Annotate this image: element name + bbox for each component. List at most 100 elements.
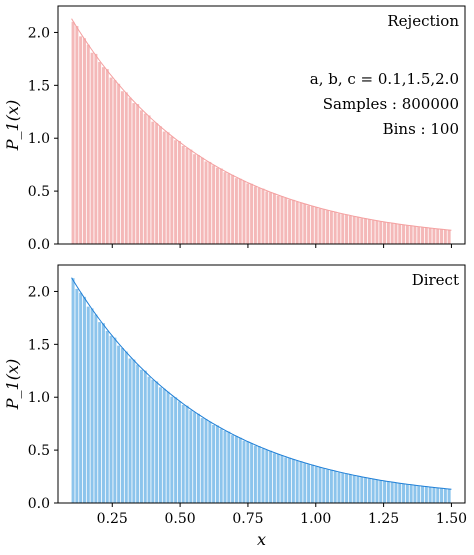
histogram-bar — [181, 404, 185, 503]
rejection-panel-label: Rejection — [387, 12, 459, 30]
histogram-bar — [158, 126, 162, 244]
histogram-bar — [162, 131, 166, 244]
histogram-bar — [329, 211, 333, 244]
histogram-bar — [166, 132, 170, 244]
histogram-bar — [394, 482, 398, 503]
histogram-bar — [79, 292, 83, 503]
histogram-bar — [272, 193, 276, 244]
y-tick-label: 0.0 — [28, 237, 50, 253]
histogram-bar — [303, 203, 307, 244]
histogram-bar — [219, 168, 223, 244]
histogram-bar — [174, 140, 178, 244]
x-tick-label: 0.50 — [165, 511, 196, 527]
histogram-bar — [212, 424, 216, 503]
rejection-y-ticks: 0.0 0.5 1.0 1.5 2.0 — [28, 25, 58, 253]
histogram-bar — [386, 222, 390, 244]
direct-y-axis-label: P_1(x) — [3, 359, 22, 410]
direct-density-curve — [71, 277, 452, 490]
histogram-bar — [200, 418, 204, 503]
histogram-bar — [329, 469, 333, 503]
histogram-bar — [120, 348, 124, 503]
rejection-histogram-bars — [71, 21, 451, 245]
histogram-bar — [177, 141, 181, 244]
histogram-bar — [109, 77, 113, 244]
y-tick-label: 1.5 — [28, 78, 50, 94]
histogram-bar — [269, 450, 273, 503]
histogram-bar — [424, 227, 428, 244]
histogram-bar — [219, 428, 223, 503]
histogram-bar — [82, 296, 86, 503]
histogram-bar — [117, 345, 121, 503]
histogram-bar — [364, 477, 368, 503]
histogram-bar — [75, 25, 79, 244]
histogram-bar — [280, 455, 284, 503]
histogram-bar — [166, 391, 170, 503]
histogram-bar — [181, 145, 185, 244]
direct-panel-label: Direct — [412, 271, 459, 289]
histogram-bar — [193, 154, 197, 244]
histogram-bar — [269, 192, 273, 244]
histogram-bar — [390, 482, 394, 503]
x-tick-label: 0.75 — [232, 511, 263, 527]
histogram-bar — [284, 457, 288, 503]
histogram-bar — [409, 484, 413, 503]
histogram-bar — [276, 195, 280, 244]
histogram-bar — [250, 183, 254, 244]
histogram-bar — [132, 359, 136, 503]
direct-x-ticks: 0.25 0.50 0.75 1.00 1.25 1.50 — [97, 503, 467, 527]
histogram-bar — [86, 306, 90, 503]
histogram-bar — [215, 425, 219, 503]
histogram-bar — [204, 161, 208, 244]
histogram-bar — [246, 441, 250, 503]
histogram-bar — [379, 221, 383, 244]
histogram-bar — [356, 217, 360, 244]
histogram-bar — [189, 410, 193, 503]
histogram-bar — [398, 483, 402, 503]
histogram-bar — [128, 97, 132, 244]
histogram-bar — [204, 418, 208, 503]
histogram-bar — [170, 136, 174, 244]
histogram-bar — [101, 67, 105, 244]
histogram-bar — [86, 44, 90, 245]
histogram-bar — [189, 149, 193, 244]
histogram-bar — [375, 220, 379, 244]
histogram-bar — [208, 421, 212, 503]
rejection-axes-frame — [57, 5, 466, 245]
histogram-bar — [170, 396, 174, 503]
y-tick-label: 0.0 — [28, 496, 50, 512]
histogram-bar — [447, 489, 451, 503]
histogram-bar — [307, 205, 311, 244]
histogram-bar — [253, 186, 257, 244]
histogram-bar — [314, 466, 318, 503]
y-tick-label: 1.0 — [28, 131, 50, 147]
histogram-bar — [94, 314, 98, 503]
histogram-bar — [390, 223, 394, 244]
histogram-bar — [215, 167, 219, 244]
histogram-bar — [333, 471, 337, 503]
histogram-bar — [90, 308, 94, 503]
histogram-bar — [242, 440, 246, 503]
histogram-bar — [151, 379, 155, 503]
histogram-bar — [295, 460, 299, 503]
direct-panel: 0.25 0.50 0.75 1.00 1.25 1.50 0.0 0.5 1.0 1.5 2.0… — [3, 264, 467, 549]
y-tick-label: 0.5 — [28, 184, 50, 200]
histogram-bar — [143, 113, 147, 244]
histogram-bar — [94, 53, 98, 244]
histogram-bar — [440, 488, 444, 503]
histogram-bar — [265, 191, 269, 244]
histogram-bar — [196, 155, 200, 244]
histogram-bar — [139, 369, 143, 503]
histogram-bar — [447, 229, 451, 244]
histogram-bar — [250, 443, 254, 503]
y-tick-label: 0.5 — [28, 443, 50, 459]
histogram-bar — [421, 486, 425, 503]
histogram-bar — [212, 165, 216, 244]
histogram-bar — [136, 104, 140, 244]
histogram-bar — [371, 220, 375, 244]
histogram-bar — [348, 474, 352, 503]
histogram-bar — [352, 475, 356, 503]
histogram-bar — [417, 226, 421, 244]
histogram-bar — [318, 467, 322, 503]
histogram-bar — [322, 208, 326, 244]
histogram-bar — [405, 225, 409, 244]
